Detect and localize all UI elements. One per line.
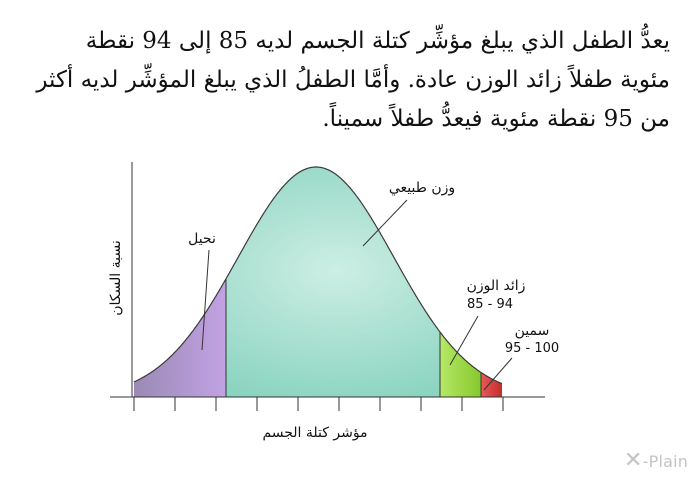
overweight-region (440, 332, 481, 397)
obese-leader (483, 357, 513, 391)
underweight-leader (201, 249, 210, 351)
obese-range: 95 - 100 (505, 341, 559, 356)
normal-weight-leader (362, 199, 408, 247)
bell-curve (133, 166, 503, 385)
x-plain-logo-icon: ✕ (624, 448, 643, 473)
obese-label: سمين (515, 323, 550, 339)
x-axis-ticks (133, 397, 504, 411)
x-axis-label: مؤشر كتلة الجسم (262, 425, 367, 441)
x-plain-logo: ✕-Plain (624, 448, 688, 473)
intro-paragraph: يعدُّ الطفل الذي يبلغ مؤشِّر كتلة الجسم … (36, 28, 670, 132)
obese-region (481, 372, 502, 397)
watermark-text: -Plain (642, 452, 689, 471)
overweight-range: 85 - 94 (467, 297, 513, 312)
underweight-region (134, 278, 226, 397)
underweight-label: نحيل (188, 231, 216, 247)
normal-weight-label: وزن طبيعي (389, 180, 455, 196)
overweight-leader (449, 315, 479, 366)
overweight-label: زائد الوزن (467, 278, 526, 294)
y-axis-label: نسبة السكان (108, 240, 124, 316)
